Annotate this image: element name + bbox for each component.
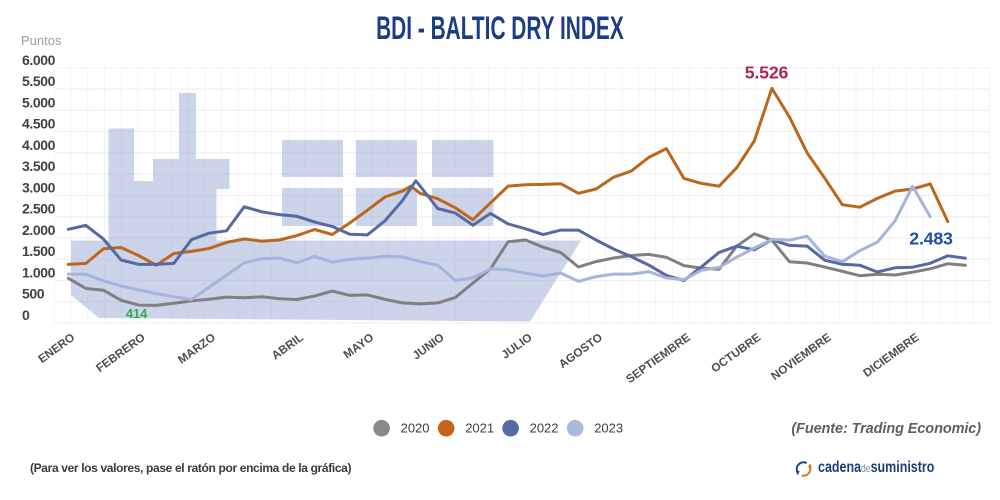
svg-text:1.500: 1.500 [22,243,56,259]
svg-text:DICIEMBRE: DICIEMBRE [861,331,922,380]
svg-text:0: 0 [22,307,30,323]
svg-text:ENERO: ENERO [36,331,77,366]
svg-text:4.500: 4.500 [22,116,56,132]
svg-text:2021: 2021 [465,421,494,436]
svg-text:MARZO: MARZO [176,331,218,367]
svg-text:2.000: 2.000 [22,222,56,238]
svg-text:OCTUBRE: OCTUBRE [709,331,764,376]
svg-text:3.500: 3.500 [22,158,56,174]
svg-text:2020: 2020 [401,421,430,436]
svg-text:2022: 2022 [530,421,559,436]
svg-text:5.526: 5.526 [745,63,789,83]
svg-text:6.000: 6.000 [22,52,56,68]
svg-text:1.000: 1.000 [22,265,56,281]
svg-text:AGOSTO: AGOSTO [557,331,605,371]
svg-text:2023: 2023 [594,421,623,436]
svg-text:2.500: 2.500 [22,201,56,217]
svg-text:2.483: 2.483 [909,229,953,249]
svg-text:5.500: 5.500 [22,73,56,89]
svg-text:MAYO: MAYO [341,331,376,362]
svg-text:ABRIL: ABRIL [269,331,306,363]
svg-text:JULIO: JULIO [499,331,534,362]
svg-text:SEPTIEMBRE: SEPTIEMBRE [624,331,693,386]
svg-text:414: 414 [126,306,148,321]
svg-text:500: 500 [22,286,45,302]
svg-text:5.000: 5.000 [22,94,56,110]
svg-text:3.000: 3.000 [22,179,56,195]
svg-text:FEBRERO: FEBRERO [94,331,148,375]
svg-text:NOVIEMBRE: NOVIEMBRE [769,331,834,383]
svg-text:JUNIO: JUNIO [410,331,447,363]
svg-text:4.000: 4.000 [22,137,56,153]
